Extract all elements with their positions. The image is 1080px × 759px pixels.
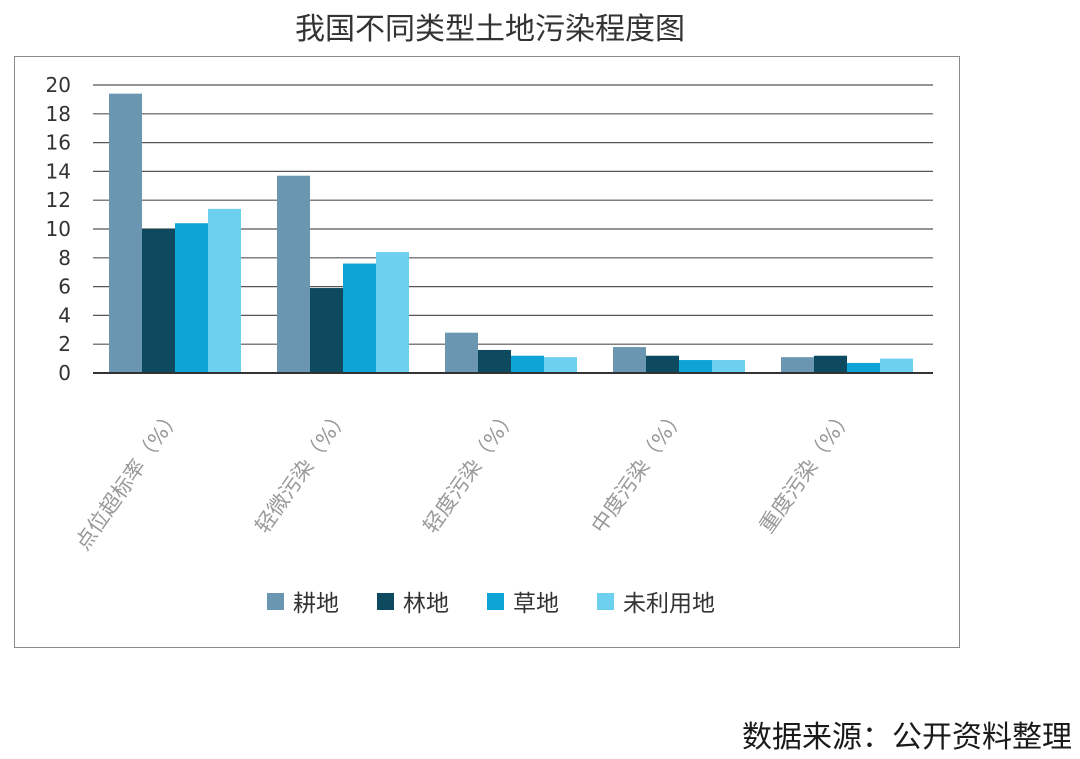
- bar-chart: 0 2 4 6 8 10 12 14 16 18 20 点位超标率（%） 轻微污染（%） 轻度污染（%） 中…: [46, 73, 933, 617]
- y-tick-label: 12: [46, 188, 71, 212]
- y-tick-label: 0: [58, 361, 71, 385]
- legend-label: 耕地: [293, 591, 339, 617]
- y-tick-label: 10: [46, 217, 71, 241]
- bars: [109, 93, 913, 373]
- x-tick-label: 轻微污染（%）: [251, 404, 354, 537]
- bar: [445, 332, 478, 373]
- bar: [277, 175, 310, 373]
- legend-swatch: [597, 593, 614, 610]
- bar: [646, 355, 679, 373]
- bar: [544, 357, 577, 373]
- legend-swatch: [377, 593, 394, 610]
- source-note: 数据来源：公开资料整理: [742, 720, 1072, 755]
- y-tick-label: 18: [46, 102, 71, 126]
- y-tick-label: 14: [46, 159, 71, 183]
- bar: [712, 360, 745, 373]
- x-tick-label: 重度污染（%）: [755, 404, 858, 537]
- bar: [679, 360, 712, 373]
- bar: [376, 252, 409, 373]
- bar: [880, 358, 913, 373]
- legend-label: 草地: [513, 591, 559, 617]
- bar: [109, 93, 142, 373]
- y-tick-label: 2: [58, 332, 71, 356]
- bar: [310, 288, 343, 373]
- x-tick-label: 中度污染（%）: [587, 404, 690, 537]
- bar: [847, 362, 880, 373]
- bar: [175, 223, 208, 373]
- bar: [511, 355, 544, 373]
- bar: [814, 355, 847, 373]
- y-tick-label: 16: [46, 131, 71, 155]
- bar: [208, 208, 241, 373]
- x-tick-label: 轻度污染（%）: [419, 404, 522, 537]
- y-tick-label: 8: [58, 246, 71, 270]
- legend: 耕地 林地 草地 未利用地: [267, 591, 715, 617]
- chart-frame: 0 2 4 6 8 10 12 14 16 18 20 点位超标率（%） 轻微污染（%） 轻度污染（%） 中…: [14, 56, 960, 648]
- y-tick-label: 4: [58, 303, 71, 327]
- bar: [142, 229, 175, 373]
- y-tick-label: 6: [58, 275, 71, 299]
- x-tick-label: 点位超标率（%）: [71, 404, 186, 555]
- legend-label: 林地: [403, 591, 449, 617]
- bar: [613, 347, 646, 373]
- legend-label: 未利用地: [623, 591, 715, 617]
- y-tick-label: 20: [46, 73, 71, 97]
- legend-swatch: [487, 593, 504, 610]
- bar: [478, 349, 511, 373]
- legend-swatch: [267, 593, 284, 610]
- bar: [781, 357, 814, 373]
- chart-title: 我国不同类型土地污染程度图: [295, 12, 685, 47]
- bar: [343, 263, 376, 373]
